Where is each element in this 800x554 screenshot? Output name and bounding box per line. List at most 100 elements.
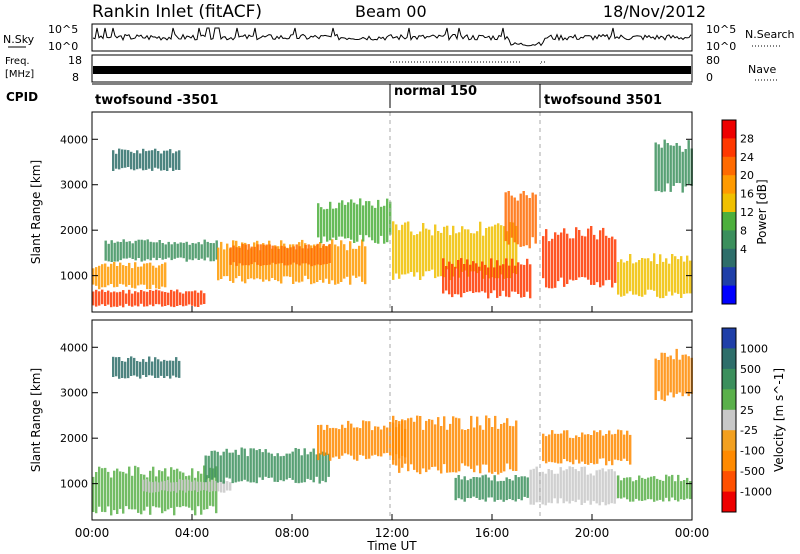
velocity-region-0-strip	[134, 465, 137, 510]
velocity-region-8-strip	[602, 435, 605, 459]
power-region-4-strip	[220, 241, 223, 279]
velocity-region-3-strip	[324, 452, 327, 483]
velocity-region-5-strip	[470, 415, 473, 469]
velocity-region-8-strip	[551, 430, 554, 463]
freq-panel: Freq. [MHz] 18 8 80 0 Nave	[5, 54, 778, 84]
power-region-11-strip	[662, 261, 665, 299]
velocity-region-3-strip	[210, 450, 213, 480]
velocity-region-7-strip	[592, 475, 595, 502]
power-region-6-strip	[374, 207, 377, 243]
power-region-5-strip	[265, 244, 268, 266]
power-region-6-strip	[359, 198, 362, 235]
power-region-5-strip	[262, 244, 265, 266]
power-region-0-strip	[161, 291, 164, 307]
power-region-2-strip	[194, 243, 197, 259]
velocity-region-1-strip	[196, 481, 199, 492]
power-region-8-strip	[499, 265, 502, 297]
power-region-1-strip	[158, 265, 161, 289]
power-region-8-strip	[445, 266, 448, 291]
power-region-6-strip	[347, 202, 350, 239]
velocity-region-4-strip	[317, 425, 320, 461]
power-region-0-strip	[143, 291, 146, 307]
power-region-6-strip	[362, 205, 365, 242]
power-region-9-strip	[516, 200, 519, 245]
velocity-region-7-strip	[586, 474, 589, 501]
power-ytick-label: 4000	[60, 133, 88, 146]
power-region-10-strip	[572, 238, 575, 281]
velocity-region-1-strip	[163, 480, 166, 491]
velocity-region-1-strip	[154, 481, 157, 493]
power-region-3-strip	[130, 151, 133, 170]
power-region-2-strip	[191, 243, 194, 261]
velocity-region-5-strip	[395, 420, 398, 466]
power-region-0-strip	[107, 290, 110, 305]
velocity-region-9-strip	[641, 477, 644, 501]
power-region-3-strip	[124, 149, 127, 168]
power-region-9-strip	[513, 197, 516, 243]
power-region-11-strip	[674, 256, 677, 293]
power-region-5-strip	[283, 246, 286, 266]
power-region-4-strip	[352, 248, 355, 276]
velocity-region-1-strip	[199, 481, 202, 491]
velocity-region-3-strip	[240, 447, 243, 482]
velocity-region-3-strip	[297, 448, 300, 484]
velocity-region-1-strip	[151, 482, 154, 493]
power-region-3-strip	[145, 151, 148, 170]
velocity-region-5-strip	[425, 420, 428, 473]
power-region-10-strip	[605, 235, 608, 281]
power-region-3-strip	[172, 153, 175, 171]
velocity-region-2-strip	[157, 359, 160, 378]
power-region-7-strip	[416, 234, 419, 273]
power-region-5-strip	[304, 245, 307, 264]
velocity-region-7-strip	[532, 468, 535, 505]
power-region-7-strip	[455, 233, 458, 269]
velocity-region-2-strip	[160, 361, 163, 376]
power-region-8-strip	[526, 258, 529, 292]
power-region-7-strip	[434, 224, 437, 279]
power-region-7-strip	[392, 221, 395, 280]
power-region-4-strip	[334, 244, 337, 285]
power-region-5-strip	[316, 243, 319, 265]
power-region-8-strip	[484, 264, 487, 293]
power-region-7-strip	[440, 232, 443, 277]
power-region-10-strip	[563, 228, 566, 287]
power-region-6-strip	[377, 199, 380, 244]
power-region-8-strip	[481, 261, 484, 292]
power-region-6-strip	[320, 207, 323, 244]
power-region-2-strip	[170, 244, 173, 261]
velocity-region-1-strip	[202, 482, 205, 491]
power-region-5-strip	[232, 245, 235, 263]
power-region-4-strip	[346, 250, 349, 277]
power-region-11-strip	[641, 258, 644, 297]
velocity-region-4-strip	[329, 428, 332, 461]
velocity-region-10-strip	[660, 352, 663, 400]
power-region-7-strip	[503, 226, 506, 279]
velocity-region-5-strip	[443, 416, 446, 465]
power-region-4-strip	[343, 244, 346, 279]
velocity-colorbar-tick: 1000	[740, 342, 768, 355]
cpid-mode-2: normal 150	[394, 84, 477, 99]
power-region-8-strip	[523, 264, 526, 297]
power-region-11-strip	[668, 263, 671, 292]
power-region-3-strip	[157, 151, 160, 169]
velocity-region-10-strip	[684, 354, 687, 394]
velocity-region-3-strip	[243, 448, 246, 480]
velocity-region-3-strip	[327, 453, 330, 477]
power-region-2-strip	[200, 244, 203, 259]
power-region-1-strip	[152, 265, 155, 285]
velocity-region-9-strip	[662, 480, 665, 502]
power-region-0-strip	[158, 290, 161, 305]
power-region-3-strip	[154, 148, 157, 168]
velocity-region-0-strip	[161, 471, 164, 514]
power-region-6-strip	[371, 205, 374, 241]
power-region-5-strip	[295, 244, 298, 265]
power-region-8-strip	[463, 264, 466, 293]
power-region-5-strip	[310, 248, 313, 267]
velocity-region-5-strip	[461, 429, 464, 464]
velocity-region-8-strip	[542, 433, 545, 462]
velocity-region-0-strip	[128, 466, 131, 510]
power-region-0-strip	[182, 293, 185, 307]
velocity-region-2-strip	[142, 359, 145, 375]
power-region-4-strip	[226, 243, 229, 277]
velocity-region-5-strip	[491, 427, 494, 474]
